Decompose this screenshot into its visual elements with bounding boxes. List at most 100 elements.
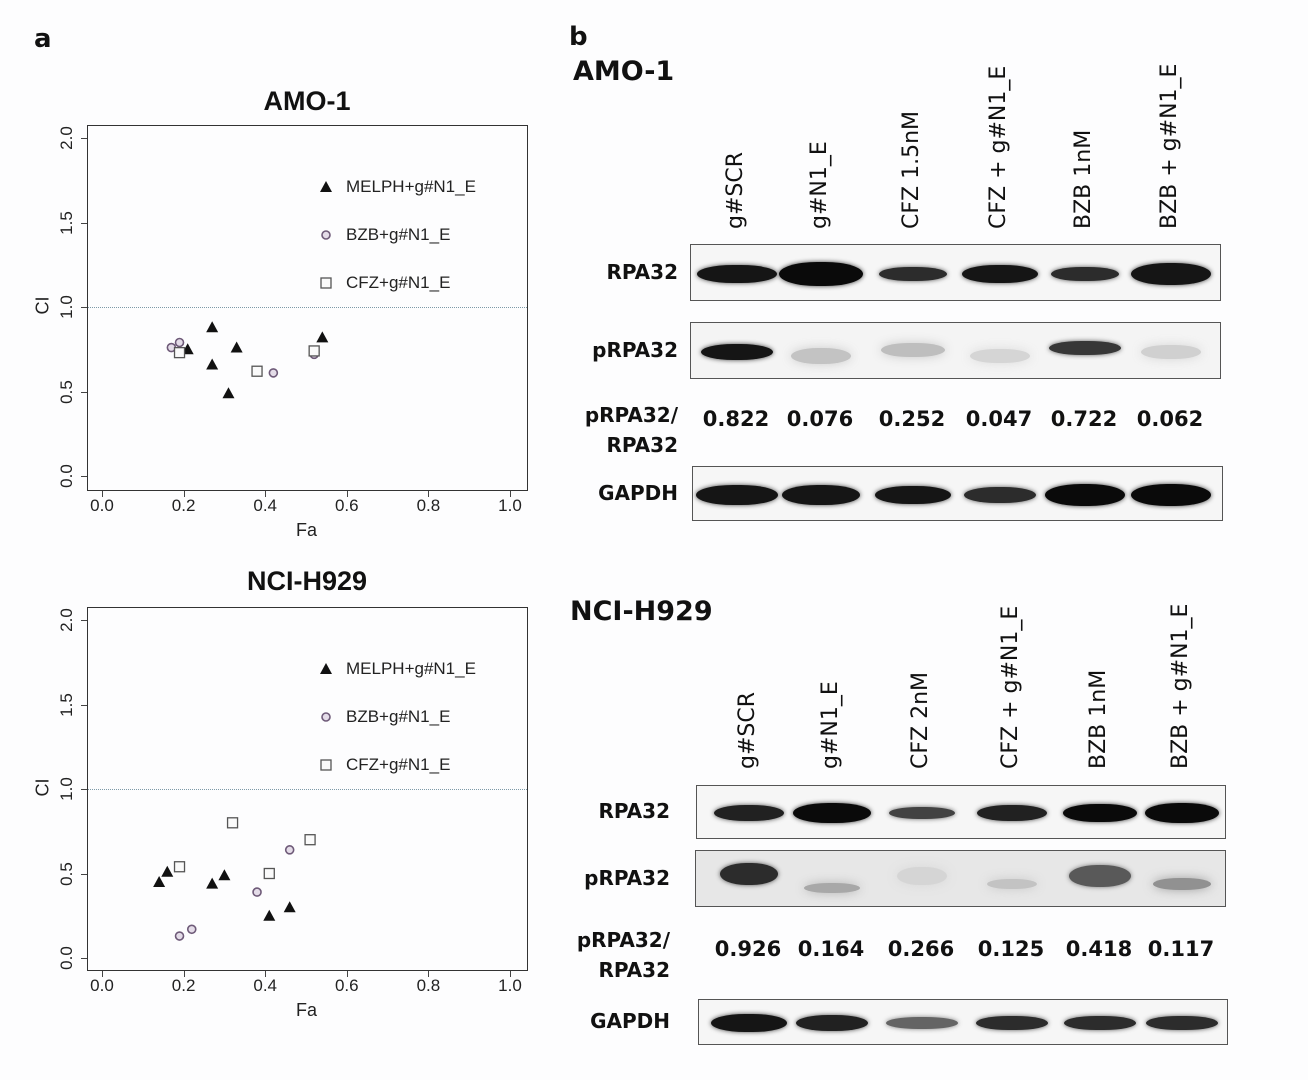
x-tick-label: 0.2 [171, 976, 196, 995]
blot-cell-line-title: AMO-1 [573, 56, 675, 87]
triangle-data-point [161, 865, 174, 877]
triangle-data-point [222, 387, 235, 399]
protein-band [1146, 1016, 1218, 1030]
protein-band [1131, 483, 1211, 506]
lane-label: g#N1_E [818, 681, 843, 769]
blot-cell-line-title: NCI-H929 [570, 596, 713, 627]
x-tick-label: 0.2 [171, 496, 196, 515]
protein-band [1045, 483, 1125, 506]
triangle-data-point [206, 877, 219, 889]
protein-band [804, 882, 860, 893]
lane-label: BZB 1nM [1086, 669, 1111, 769]
rpa32-row-label: RPA32 [606, 259, 678, 284]
legend-label: CFZ+g#N1_E [346, 273, 451, 292]
y-tick-mark [81, 789, 87, 790]
panel-b-letter: b [569, 22, 588, 52]
ratio-row-label: pRPA32/ [584, 403, 678, 427]
legend-label: MELPH+g#N1_E [346, 177, 476, 196]
y-tick-mark [81, 958, 87, 959]
square-data-point [304, 834, 316, 846]
rpa32-blot-strip [696, 785, 1226, 839]
x-axis-label: Fa [296, 520, 318, 540]
x-tick-label: 0.0 [90, 496, 114, 515]
legend-label: MELPH+g#N1_E [346, 659, 476, 678]
x-tick-mark [102, 971, 103, 977]
y-tick-mark [81, 873, 87, 875]
plot-title: NCI-H929 [246, 566, 368, 596]
x-tick-mark [102, 491, 103, 497]
protein-band [970, 348, 1030, 363]
gapdh-blot-strip [692, 466, 1223, 521]
x-tick-label: 1.0 [498, 496, 522, 515]
ratio-row-label: RPA32 [606, 433, 678, 457]
protein-band [1141, 344, 1201, 359]
y-tick-mark [81, 620, 87, 621]
x-tick-label: 1.0 [498, 976, 522, 995]
x-tick-mark [346, 971, 348, 977]
triangle-data-point [230, 341, 243, 353]
x-tick-label: 0.8 [416, 496, 441, 515]
legend-item: CFZ+g#N1_E [320, 273, 450, 293]
x-tick-mark [346, 491, 348, 497]
lane-label: g#SCR [735, 691, 760, 769]
circle-marker-icon [321, 230, 331, 240]
plot-area [87, 125, 528, 491]
square-data-point [173, 861, 186, 873]
square-data-point [251, 365, 263, 377]
protein-band [1145, 803, 1219, 823]
triangle-data-point [206, 358, 219, 370]
circle-data-point [284, 845, 295, 855]
protein-band [779, 261, 863, 286]
circle-data-point [252, 887, 262, 897]
protein-band [1064, 1016, 1136, 1030]
ratio-value: 0.062 [1136, 407, 1204, 431]
lane-label: BZB 1nM [1071, 129, 1096, 229]
prpa32-blot-strip [695, 850, 1226, 907]
lane-label: CFZ 2nM [908, 671, 933, 769]
triangle-data-point [153, 875, 166, 887]
square-marker-icon [320, 277, 332, 289]
panel-a-letter: a [34, 24, 52, 54]
legend-item: CFZ+g#N1_E [320, 755, 450, 775]
protein-band [897, 866, 947, 885]
circle-marker-icon [321, 712, 331, 722]
protein-band [701, 343, 773, 360]
protein-band [1049, 340, 1121, 355]
x-tick-label: 0.0 [90, 976, 114, 995]
protein-band [889, 807, 955, 819]
y-tick-mark [81, 476, 87, 477]
lane-label: BZB + g#N1_E [1157, 63, 1182, 229]
protein-band [976, 1016, 1048, 1030]
square-marker-icon [320, 759, 332, 771]
lane-label: CFZ + g#N1_E [986, 65, 1011, 229]
lane-label: CFZ + g#N1_E [998, 605, 1023, 769]
lane-label: g#SCR [723, 151, 748, 229]
y-tick-mark [81, 391, 87, 393]
protein-band [879, 266, 947, 281]
x-tick-mark [265, 971, 267, 977]
protein-band [796, 1015, 868, 1031]
prpa32-row-label: pRPA32 [584, 865, 670, 890]
protein-band [1051, 266, 1119, 281]
circle-data-point [174, 337, 185, 348]
protein-band [696, 484, 778, 505]
protein-band [886, 1017, 958, 1029]
y-tick-mark [81, 704, 87, 706]
protein-band [1153, 877, 1211, 890]
protein-band [962, 264, 1038, 283]
ratio-value: 0.252 [878, 407, 946, 431]
circle-data-point [268, 368, 279, 378]
prpa32-row-label: pRPA32 [592, 337, 678, 362]
x-tick-mark [510, 971, 511, 977]
plot-title: AMO-1 [263, 86, 351, 116]
x-tick-mark [510, 491, 511, 497]
square-data-point [226, 817, 239, 829]
protein-band [1131, 262, 1211, 285]
x-tick-label: 0.6 [334, 976, 359, 995]
x-tick-label: 0.8 [416, 976, 441, 995]
protein-band [1069, 864, 1131, 887]
ci-reference-line [88, 789, 527, 790]
x-tick-label: 0.4 [253, 496, 278, 515]
x-tick-mark [183, 491, 185, 497]
